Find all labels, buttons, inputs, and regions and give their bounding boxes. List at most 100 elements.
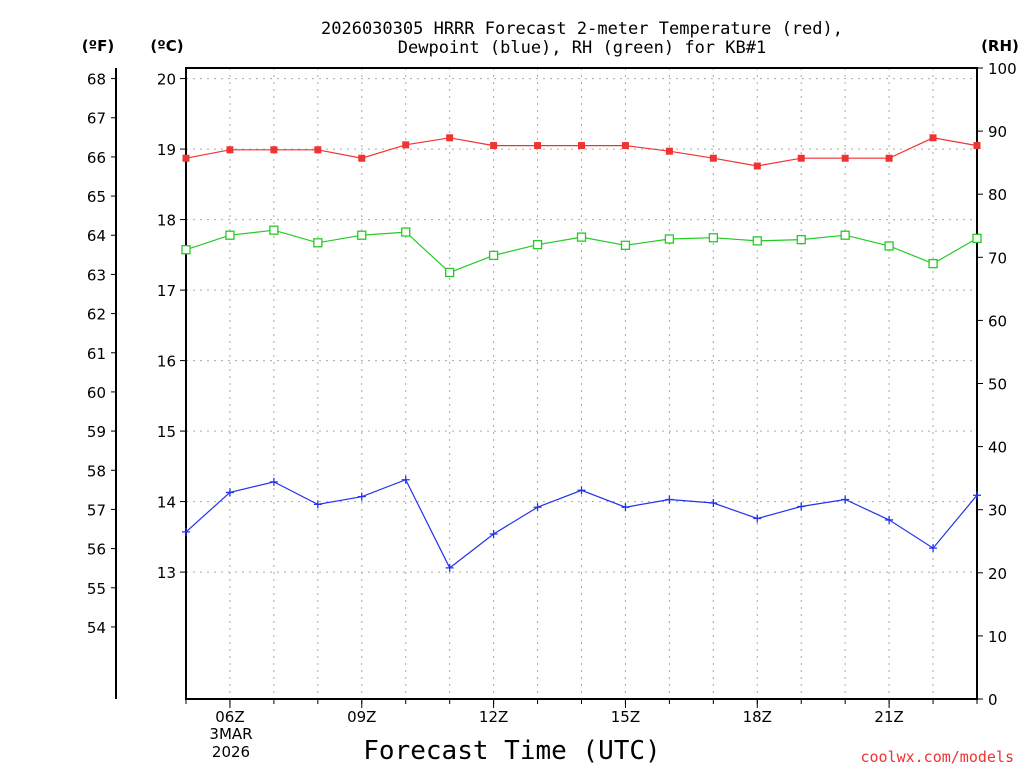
x-tick-label: 21Z [874,708,903,726]
fahrenheit-tick-label: 58 [87,462,106,480]
data-point-temperature [226,146,234,154]
rh-tick-label: 100 [988,60,1017,78]
date-label-year: 2026 [212,743,250,761]
fahrenheit-tick-label: 64 [87,227,106,245]
data-point-temperature [753,162,761,170]
fahrenheit-tick-label: 63 [87,266,106,284]
series-line-temperature [185,137,978,167]
fahrenheit-tick-label: 57 [87,501,106,519]
fahrenheit-tick-label: 60 [87,384,106,402]
fahrenheit-tick-label: 62 [87,306,106,324]
data-point-dewpoint [577,486,586,495]
data-point-temperature [665,147,673,155]
data-point-rh [884,241,894,251]
data-point-dewpoint [445,563,454,572]
data-point-dewpoint [401,475,410,484]
data-point-temperature [490,142,498,150]
series-dewpoint [182,475,981,572]
gridlines [185,68,978,699]
x-tick-label: 12Z [479,708,508,726]
data-point-temperature [578,142,585,150]
data-point-temperature [534,142,542,150]
data-point-temperature [929,134,937,142]
data-point-rh [532,240,543,250]
rh-tick-label: 80 [988,186,1007,204]
series-rh [181,225,982,278]
celsius-tick-label: 14 [157,494,176,512]
rh-tick-label: 0 [988,691,998,709]
chart-title: 2026030305 HRRR Forecast 2-meter Tempera… [321,19,843,39]
fahrenheit-tick-label: 56 [87,541,106,559]
data-point-temperature [885,154,893,162]
rh-tick-label: 40 [988,439,1007,457]
data-point-rh [313,238,323,248]
data-point-dewpoint [269,477,278,486]
data-point-rh [752,236,762,246]
celsius-unit-label: (ºC) [150,37,183,55]
celsius-tick-label: 15 [157,423,176,441]
celsius-tick-label: 20 [157,71,176,89]
data-point-temperature [709,154,717,162]
fahrenheit-unit-label: (ºF) [82,37,114,55]
data-point-dewpoint [621,503,630,512]
data-point-dewpoint [753,514,762,523]
data-point-rh [620,240,631,250]
rh-tick-label: 20 [988,565,1007,583]
data-point-rh [269,225,279,235]
data-point-temperature [797,154,805,162]
data-point-temperature [314,146,322,154]
data-point-temperature [358,154,366,162]
data-point-rh [796,234,806,245]
fahrenheit-tick-label: 68 [87,71,106,89]
celsius-tick-label: 16 [157,353,176,371]
data-point-dewpoint [533,503,542,512]
data-point-dewpoint [973,491,981,500]
fahrenheit-tick-label: 61 [87,345,106,363]
rh-tick-label: 30 [988,502,1007,520]
fahrenheit-tick-label: 67 [87,110,106,128]
series-temperature [182,134,981,170]
data-point-dewpoint [313,500,322,509]
fahrenheit-tick-label: 66 [87,149,106,167]
data-point-rh [664,234,675,244]
x-tick-label: 18Z [743,708,772,726]
data-point-temperature [446,134,454,142]
credit-label: coolwx.com/models [860,748,1014,766]
celsius-tick-label: 19 [157,141,176,159]
data-point-dewpoint [797,502,806,511]
data-point-rh [401,227,411,237]
data-point-dewpoint [929,544,938,553]
celsius-tick-label: 18 [157,212,176,230]
rh-tick-label: 50 [988,376,1007,394]
rh-tick-label: 70 [988,249,1007,267]
data-point-temperature [270,146,278,154]
series-layer [181,134,982,572]
rh-unit-label: (RH) [981,37,1019,55]
data-point-dewpoint [665,495,674,504]
data-point-dewpoint [489,530,498,539]
x-tick-label: 09Z [347,708,376,726]
x-axis-label: Forecast Time (UTC) [363,736,660,766]
rh-tick-label: 90 [988,123,1007,141]
x-tick-label: 15Z [611,708,640,726]
data-point-rh [181,245,191,255]
fahrenheit-tick-label: 55 [87,580,106,598]
chart-subtitle: Dewpoint (blue), RH (green) for KB#1 [398,38,766,58]
data-point-dewpoint [225,488,234,497]
data-point-temperature [841,154,849,162]
x-tick-label: 06Z [215,708,244,726]
data-point-rh [840,230,850,240]
data-point-rh [225,230,235,240]
axes: 54 55 56 57 58 59 60 61 62 63 64 65 66 67 68 13 14 15 16 17… [87,60,1017,726]
fahrenheit-tick-label: 65 [87,188,106,206]
date-label-month: 3MAR [209,725,252,743]
celsius-tick-label: 13 [157,564,176,582]
fahrenheit-tick-label: 54 [87,619,106,637]
fahrenheit-tick-label: 59 [87,423,106,441]
data-point-dewpoint [182,527,190,536]
data-point-temperature [402,141,410,149]
data-point-rh [357,230,367,240]
data-point-temperature [973,142,981,150]
data-point-rh [972,233,982,244]
